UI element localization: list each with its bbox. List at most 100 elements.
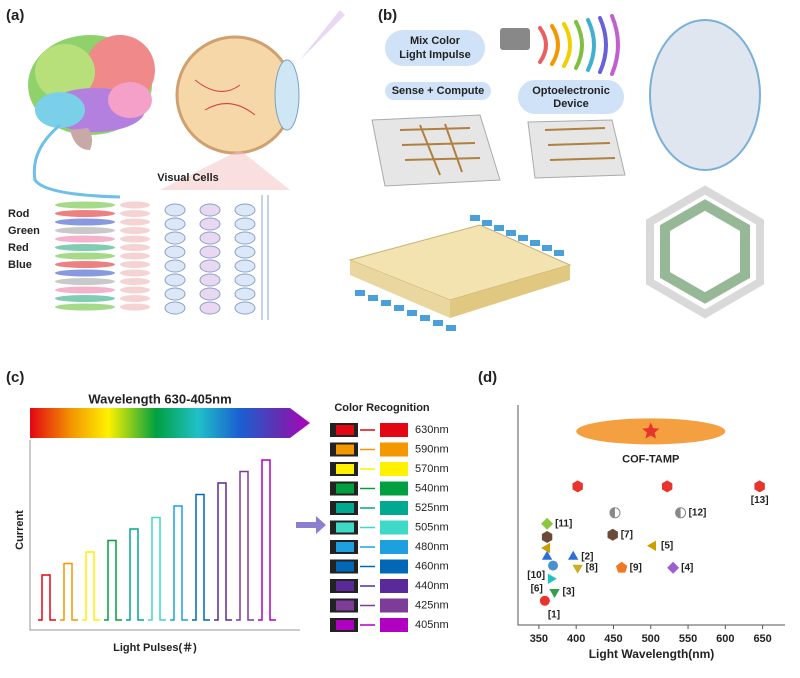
point: [567, 550, 579, 560]
y-axis-label: Current: [14, 510, 26, 550]
point-outline: [675, 507, 687, 519]
neuron: [164, 245, 186, 259]
neuron: [164, 301, 186, 315]
banner-title: Wavelength 630-405nm: [88, 391, 231, 406]
neuron: [199, 217, 221, 231]
chip-window: [336, 483, 354, 494]
pulse: [192, 493, 210, 621]
pulse: [214, 482, 232, 621]
x-tick-label: 450: [604, 633, 622, 645]
point-label: [2]: [581, 551, 593, 562]
x-tick-label: 650: [753, 633, 771, 645]
color-swatch: [380, 423, 408, 437]
pulse: [148, 516, 166, 621]
point-outline: [609, 507, 621, 519]
point: [667, 561, 680, 574]
panel-label: (c): [6, 369, 24, 386]
neuron: [199, 301, 221, 315]
point: [646, 540, 656, 551]
annotation: Visual Cells: [157, 172, 219, 184]
cell: [120, 278, 150, 285]
neuron: [234, 287, 256, 301]
chip-window: [336, 600, 354, 611]
pulse: [60, 562, 78, 621]
eye-illustration: [160, 10, 345, 190]
pad: [446, 325, 456, 331]
wave: [598, 16, 608, 74]
panel-label: (b): [378, 7, 397, 24]
pad: [394, 305, 404, 311]
point: [541, 550, 553, 560]
neuron: [164, 273, 186, 287]
cell: [55, 261, 115, 268]
wave: [574, 20, 584, 70]
axis-frame: [29, 440, 300, 631]
scatter-chart: 350 400 450 500 550 600 650 Light Wavelength(nm…: [517, 405, 785, 661]
chip-window: [336, 620, 354, 630]
chip-window: [336, 522, 354, 533]
wave: [550, 24, 560, 66]
bubble-text: Optoelectronic: [532, 85, 610, 97]
pad: [554, 250, 564, 256]
cell: [120, 286, 150, 294]
neuron: [199, 245, 221, 259]
point-label: [13]: [751, 495, 769, 506]
pulse: [38, 574, 56, 621]
pad: [355, 290, 365, 296]
wavelength-label: 505nm: [415, 521, 449, 533]
wave: [538, 26, 548, 64]
neuron: [234, 273, 256, 287]
pulse: [236, 470, 254, 621]
point-label: [12]: [689, 507, 707, 518]
point: [541, 542, 551, 554]
neuron: [164, 259, 186, 273]
neuron: [164, 231, 186, 245]
neuron: [199, 287, 221, 301]
point-label: [9]: [630, 562, 642, 573]
cell: [55, 303, 115, 311]
pad: [542, 245, 552, 251]
neuron: [234, 203, 256, 217]
wavelength-label: 440nm: [415, 580, 449, 592]
cell: [55, 201, 115, 209]
cell: [55, 252, 115, 260]
cell: [55, 269, 115, 277]
pulse: [258, 459, 276, 621]
point: [549, 589, 560, 598]
neuron: [199, 203, 221, 217]
section-title: Color Recognition: [334, 402, 430, 414]
highlight-point: [642, 422, 660, 439]
neuron: [164, 287, 186, 301]
wavelength-label: 460nm: [415, 560, 449, 572]
x-tick-label: 350: [530, 633, 548, 645]
chip-window: [336, 503, 354, 513]
cell: [120, 244, 150, 251]
color-swatch: [380, 618, 408, 632]
point-label: [1]: [548, 609, 560, 620]
point: [675, 507, 681, 518]
wavelength-label: 630nm: [415, 424, 449, 436]
chip-window: [336, 464, 354, 474]
point: [547, 573, 557, 584]
neuron: [234, 259, 256, 273]
pulse: [170, 505, 188, 621]
cell-type-label: Red: [8, 242, 29, 254]
annotation: COF-TAMP: [622, 453, 679, 465]
cell: [55, 278, 115, 285]
point-label: [4]: [681, 562, 693, 573]
chip-window: [336, 561, 354, 572]
cell-type-label: Rod: [8, 208, 29, 220]
cell: [55, 218, 115, 226]
pad: [381, 300, 391, 306]
bubble-text: Sense + Compute: [392, 85, 485, 97]
pad: [494, 225, 504, 231]
panel-label: (d): [478, 369, 497, 386]
neuron: [234, 231, 256, 245]
point: [607, 528, 618, 541]
chip-window: [336, 425, 354, 435]
bubble-text: Light Impulse: [399, 49, 471, 61]
pad: [368, 295, 378, 301]
pad: [470, 215, 480, 221]
x-tick-label: 400: [567, 633, 585, 645]
